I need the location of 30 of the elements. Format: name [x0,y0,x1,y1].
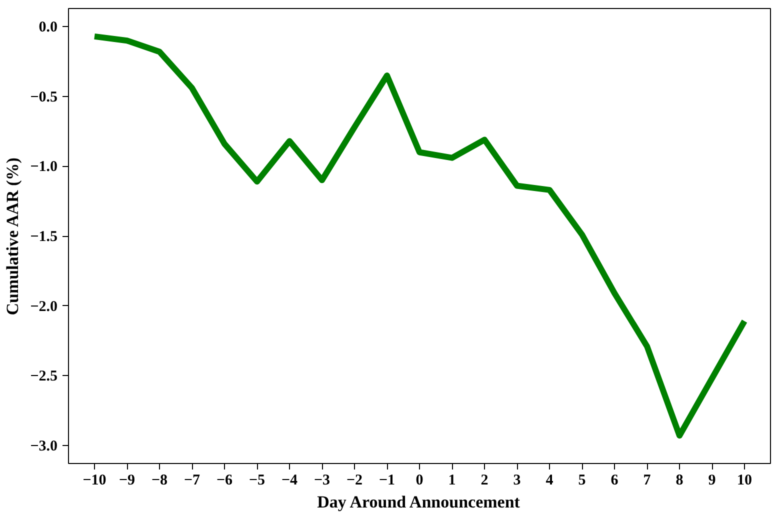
y-tick-label: −0.5 [30,89,58,106]
x-tick-label: 1 [448,472,456,488]
x-tick-label: −10 [82,472,106,488]
x-tick-label: −9 [118,472,136,488]
x-tick-label: 0 [416,472,424,488]
x-tick-label: −7 [184,472,201,488]
x-tick-label: 5 [578,472,586,488]
x-tick-label: −1 [378,472,396,488]
x-tick-label: 3 [513,472,521,488]
x-tick-label: 2 [480,472,488,488]
x-tick-label: 7 [643,472,652,488]
y-tick-label: −1.0 [30,159,58,176]
x-tick-label: −3 [314,472,330,488]
x-tick-label: −8 [151,472,168,488]
y-tick-label: −2.5 [30,368,58,385]
x-tick-label: 6 [610,472,619,488]
y-tick-label: −2.0 [30,298,58,315]
x-tick-label: −4 [281,472,298,488]
x-axis-title: Day Around Announcement [317,492,520,512]
y-tick-label: 0.0 [38,20,58,36]
x-tick-label: 10 [737,472,752,488]
x-tick-label: −6 [216,472,234,488]
x-tick-label: 9 [708,472,716,488]
y-axis-title: Cumulative AAR (%) [3,158,22,316]
x-tick-label: 4 [546,472,554,488]
x-tick-label: −5 [248,472,266,488]
x-tick-label: 8 [676,472,684,488]
x-tick-label: −2 [346,472,363,488]
y-tick-label: −3.0 [30,438,58,454]
y-tick-label: −1.5 [30,229,58,245]
